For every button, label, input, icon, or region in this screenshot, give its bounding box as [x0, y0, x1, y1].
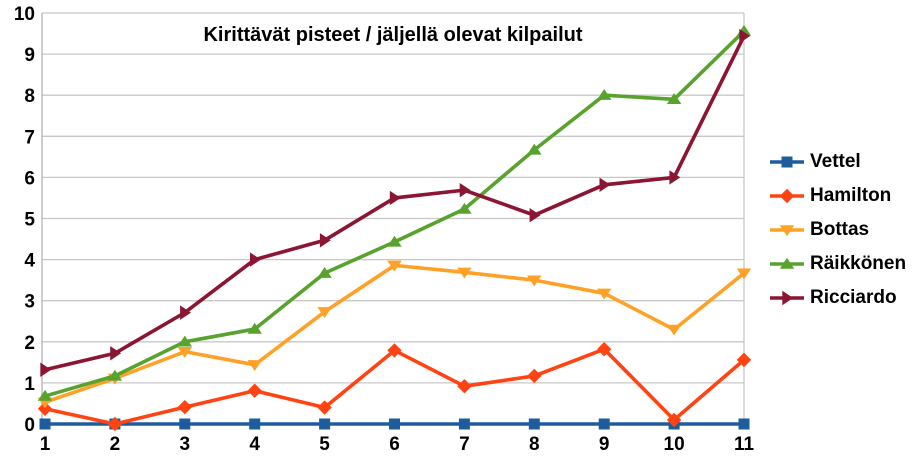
data-point-hamilton	[177, 399, 192, 415]
data-point-ricciardo	[669, 170, 681, 185]
data-point-hamilton	[107, 416, 123, 432]
data-point-bottas	[736, 268, 752, 280]
data-point-r-ikk-nen	[247, 322, 262, 334]
data-point-bottas	[457, 267, 472, 279]
data-point-ricciardo	[389, 190, 401, 206]
legend-item-hamilton: Hamilton	[770, 184, 906, 208]
data-point-hamilton	[317, 400, 332, 415]
data-point-vettel	[319, 418, 331, 430]
data-point-hamilton	[527, 368, 542, 384]
data-point-vettel	[249, 418, 261, 430]
x-axis-tick-label: 9	[599, 434, 610, 455]
diamond-icon	[770, 188, 804, 204]
data-point-vettel	[738, 418, 750, 430]
data-point-r-ikk-nen	[597, 89, 612, 100]
data-point-bottas	[177, 346, 192, 358]
x-axis-tick-label: 1	[40, 434, 51, 455]
y-axis-tick-label: 2	[24, 333, 35, 354]
data-point-ricciardo	[529, 208, 541, 223]
square-icon	[770, 156, 804, 168]
data-point-ricciardo	[110, 346, 122, 361]
data-point-vettel	[458, 418, 470, 430]
data-point-ricciardo	[459, 182, 471, 198]
legend-label-r-ikk-nen: Räikkönen	[810, 253, 907, 274]
y-axis-tick-label: 6	[24, 168, 35, 189]
data-point-bottas	[527, 275, 542, 287]
triangle-up-glyph	[779, 257, 795, 269]
data-point-ricciardo	[180, 305, 191, 320]
x-axis-tick-label: 10	[664, 434, 685, 455]
x-axis-tick-label: 5	[319, 434, 330, 455]
data-point-bottas	[317, 307, 332, 318]
data-point-ricciardo	[319, 233, 331, 248]
data-point-r-ikk-nen	[177, 335, 192, 347]
legend-label-ricciardo: Ricciardo	[810, 287, 897, 308]
data-point-hamilton	[736, 352, 752, 368]
square-glyph	[781, 156, 793, 168]
data-point-bottas	[597, 288, 612, 300]
data-point-r-ikk-nen	[317, 266, 332, 278]
data-point-bottas	[247, 360, 262, 372]
data-point-r-ikk-nen	[457, 202, 472, 214]
y-axis-tick-label: 0	[24, 415, 35, 436]
data-point-r-ikk-nen	[666, 93, 682, 105]
x-axis-tick-label: 2	[110, 434, 121, 455]
data-point-hamilton	[387, 343, 402, 358]
triangle-down-glyph	[779, 225, 795, 237]
triangle-down-icon	[770, 225, 804, 237]
triangle-right-icon	[770, 290, 804, 306]
data-point-hamilton	[457, 378, 472, 394]
x-axis-tick-label: 4	[249, 434, 260, 455]
y-axis-tick-label: 4	[24, 251, 35, 272]
x-axis-tick-label: 7	[459, 434, 470, 455]
data-point-bottas	[387, 260, 402, 272]
legend-label-bottas: Bottas	[810, 219, 870, 240]
data-point-hamilton	[37, 401, 53, 416]
x-axis-tick-label: 6	[389, 434, 400, 455]
y-axis-tick-label: 7	[24, 127, 35, 148]
x-axis-tick-label: 11	[734, 434, 755, 455]
data-point-vettel	[179, 418, 191, 430]
y-axis-tick-label: 8	[24, 86, 35, 107]
data-point-vettel	[598, 418, 610, 430]
series-line-ricciardo	[43, 34, 746, 372]
data-point-hamilton	[247, 383, 262, 398]
data-point-vettel	[528, 418, 540, 430]
legend-item-vettel: Vettel	[770, 150, 906, 174]
triangle-right-glyph	[782, 290, 794, 306]
y-axis-tick-label: 10	[14, 4, 35, 25]
data-point-bottas	[666, 324, 682, 336]
legend-item-bottas: Bottas	[770, 218, 906, 242]
data-point-hamilton	[597, 341, 612, 357]
legend-item-r-ikk-nen: Räikkönen	[770, 252, 906, 276]
data-point-hamilton	[666, 412, 682, 428]
y-axis-tick-label: 3	[24, 292, 35, 313]
legend-label-vettel: Vettel	[810, 151, 861, 172]
y-axis-tick-label: 9	[24, 45, 35, 66]
data-point-vettel	[389, 418, 400, 430]
data-point-ricciardo	[599, 177, 611, 192]
diamond-glyph	[779, 188, 795, 204]
triangle-up-icon	[770, 257, 804, 269]
legend: Vettel Hamilton Bottas Räikkönen Ricciardo	[770, 150, 906, 320]
y-axis-tick-label: 5	[24, 210, 35, 231]
data-point-ricciardo	[250, 252, 261, 267]
data-point-r-ikk-nen	[37, 389, 53, 401]
data-point-r-ikk-nen	[527, 143, 542, 155]
data-point-r-ikk-nen	[107, 369, 123, 381]
legend-label-hamilton: Hamilton	[810, 185, 892, 206]
data-point-vettel	[39, 418, 51, 430]
data-point-r-ikk-nen	[387, 235, 402, 247]
data-point-ricciardo	[40, 362, 52, 377]
x-axis-tick-label: 3	[180, 434, 191, 455]
legend-item-ricciardo: Ricciardo	[770, 286, 906, 310]
x-axis-tick-label: 8	[529, 434, 540, 455]
y-axis-tick-label: 1	[24, 374, 35, 395]
data-point-ricciardo	[739, 28, 751, 44]
